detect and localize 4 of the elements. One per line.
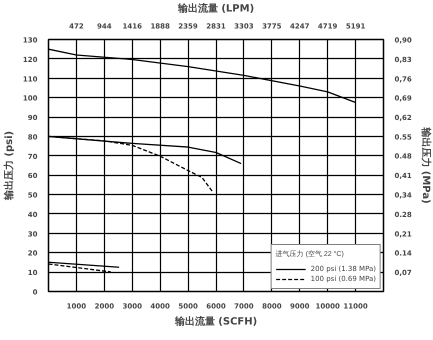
y-axis-title: 输出压力 (psi) <box>2 130 15 202</box>
y2-axis-title: 输出压力 (MPa) <box>420 126 432 204</box>
x2-axis-title: 输出流量 (LPM) <box>176 2 254 14</box>
x-axis-title: 输出流量 (SCFH) <box>174 316 258 328</box>
